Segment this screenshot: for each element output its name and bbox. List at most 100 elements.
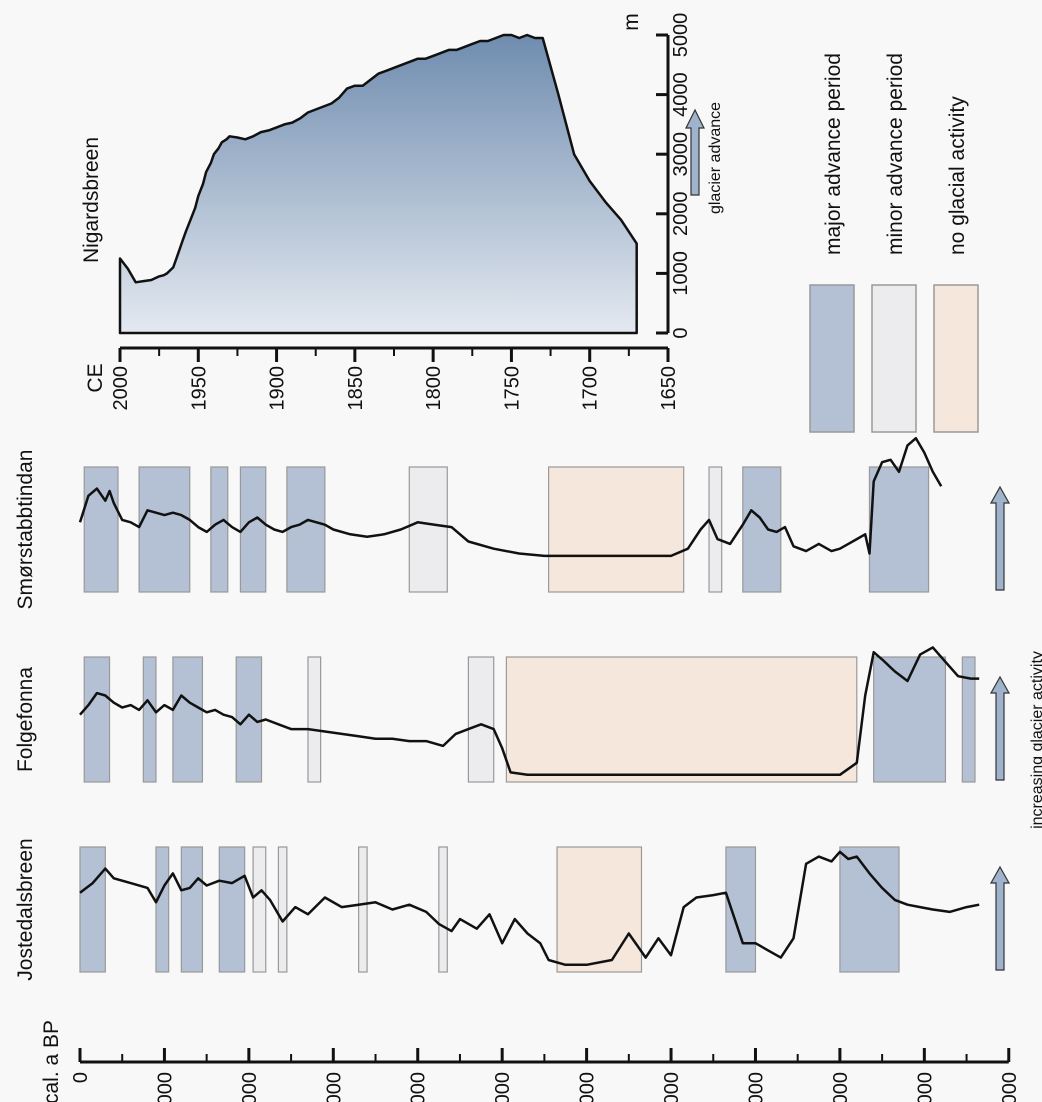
ce-tick-label: 1750 xyxy=(501,366,523,411)
interval-major xyxy=(839,846,900,973)
ce-tick-label-wrap: 2000 xyxy=(110,366,132,411)
legend-item-label-wrap: no glacial activity xyxy=(946,96,969,255)
legend-item-label-wrap: minor advance period xyxy=(884,53,907,255)
value-tick-label-wrap: 5000 xyxy=(670,13,692,58)
bp-tick-label-wrap: 4000 xyxy=(408,1072,430,1102)
interval-major xyxy=(180,846,204,973)
interval-major xyxy=(155,846,170,973)
bp-tick-label-wrap: 3000 xyxy=(323,1072,345,1102)
record-curve xyxy=(79,850,980,967)
ce-tick-label-wrap: 1850 xyxy=(345,366,367,411)
glacier-advance-label-text: glacier advance xyxy=(707,102,724,214)
ce-tick-label-wrap: 1750 xyxy=(501,366,523,411)
value-tick-label-wrap: 1000 xyxy=(670,251,692,296)
nigardsbreen-title: Nigardsbreen xyxy=(80,137,103,263)
legend-item-label: minor advance period xyxy=(884,53,907,255)
ce-axis-label: CE xyxy=(84,363,107,392)
interval-major xyxy=(286,466,326,593)
interval-major xyxy=(83,466,119,593)
legend-swatch xyxy=(933,284,979,433)
legend-swatch xyxy=(809,284,855,433)
value-tick-label: 1000 xyxy=(670,251,692,296)
nigardsbreen-area-group xyxy=(118,33,638,335)
bp-tick-label: 4000 xyxy=(408,1072,430,1102)
glacier-advance-arrow-icon xyxy=(685,108,705,196)
bp-tick-label: 5000 xyxy=(492,1072,514,1102)
ce-tick-label: 1850 xyxy=(345,366,367,411)
bp-tick-label: 2000 xyxy=(239,1072,261,1102)
interval-minor xyxy=(277,846,288,973)
bp-tick-label-wrap: 6000 xyxy=(577,1072,599,1102)
bp-tick-label: 8000 xyxy=(745,1072,767,1102)
bp-tick-label: 7000 xyxy=(661,1072,683,1102)
record-name-label-wrap: Jostedalsbreen xyxy=(14,838,37,980)
ce-tick-label-wrap: 1650 xyxy=(658,366,680,411)
value-tick-label: 0 xyxy=(670,327,692,338)
bp-tick-label-wrap: 0 xyxy=(70,1072,92,1083)
interval-major xyxy=(83,656,111,783)
bp-tick-label: 9000 xyxy=(830,1072,852,1102)
legend-swatch xyxy=(871,284,917,433)
interval-minor xyxy=(358,846,368,973)
interval-minor xyxy=(307,656,322,783)
interval-major xyxy=(239,466,267,593)
increasing-activity-arrow-icon xyxy=(989,865,1011,971)
ce-tick-label: 1650 xyxy=(658,366,680,411)
legend-item-label: no glacial activity xyxy=(946,96,969,255)
ce-tick-label: 1950 xyxy=(188,366,210,411)
increasing-activity-label: increasing glacier activity xyxy=(1029,651,1042,829)
bp-tick-label-wrap: 10000 xyxy=(914,1072,936,1102)
value-tick-label-wrap: 4000 xyxy=(670,72,692,117)
value-tick-label-wrap: 2000 xyxy=(670,192,692,237)
interval-major xyxy=(172,656,204,783)
interval-major xyxy=(218,846,246,973)
bp-axis-label-text: cal. a BP xyxy=(40,1020,63,1102)
record-0: Jostedalsbreen xyxy=(14,838,980,981)
increasing-activity-arrow-icon xyxy=(989,675,1011,781)
value-axis: 0 1000 2000 3000 4000 5000 xyxy=(656,13,705,339)
legend-item-label: major advance period xyxy=(822,53,845,255)
ce-tick-label: 1900 xyxy=(267,366,289,411)
increasing-activity-arrow-icon xyxy=(989,485,1011,591)
value-tick-label-wrap: 3000 xyxy=(670,132,692,177)
bp-tick-label-wrap: 7000 xyxy=(661,1072,683,1102)
interval-none xyxy=(505,656,858,783)
bp-axis: 0 1000 2000 3000 4000 5000 6000 7000 8000 9000 100… xyxy=(70,1048,1021,1102)
record-name-label: Jostedalsbreen xyxy=(14,838,37,980)
ce-axis: 2000 1950 1900 1850 1800 1750 1700 1650 xyxy=(110,346,680,411)
interval-major xyxy=(742,466,782,593)
interval-minor xyxy=(467,656,495,783)
ce-tick-label-wrap: 1800 xyxy=(423,366,445,411)
interval-major xyxy=(873,656,947,783)
interval-major xyxy=(868,466,930,593)
bp-tick-label: 11000 xyxy=(999,1072,1021,1102)
interval-major xyxy=(142,656,157,783)
interval-major xyxy=(961,656,976,783)
value-tick-label: 2000 xyxy=(670,192,692,237)
record-1: Folgefonna xyxy=(14,646,980,783)
interval-minor xyxy=(438,846,448,973)
value-tick-label: 4000 xyxy=(670,72,692,117)
bp-tick-label-wrap: 5000 xyxy=(492,1072,514,1102)
ce-axis-label-text: CE xyxy=(84,363,107,392)
interval-major xyxy=(210,466,229,593)
value-tick-label: 3000 xyxy=(670,132,692,177)
bp-tick-label: 0 xyxy=(70,1072,92,1083)
ce-tick-label-wrap: 1700 xyxy=(580,366,602,411)
record-name-label: Folgefonna xyxy=(14,667,37,772)
bp-tick-label: 1000 xyxy=(154,1072,176,1102)
interval-major xyxy=(235,656,263,783)
bp-axis-label: cal. a BP xyxy=(40,1020,63,1102)
interval-major xyxy=(79,846,106,973)
bp-tick-label-wrap: 8000 xyxy=(745,1072,767,1102)
value-tick-label-wrap: 0 xyxy=(670,327,692,338)
ce-tick-label: 1700 xyxy=(580,366,602,411)
record-name-label-wrap: Smørstabbtindan xyxy=(14,450,37,610)
interval-major xyxy=(138,466,191,593)
activity-arrows xyxy=(989,485,1011,971)
legend: major advance period minor advance period… xyxy=(809,53,979,433)
bp-tick-label: 6000 xyxy=(577,1072,599,1102)
bp-tick-label-wrap: 1000 xyxy=(154,1072,176,1102)
record-name-label-wrap: Folgefonna xyxy=(14,667,37,772)
